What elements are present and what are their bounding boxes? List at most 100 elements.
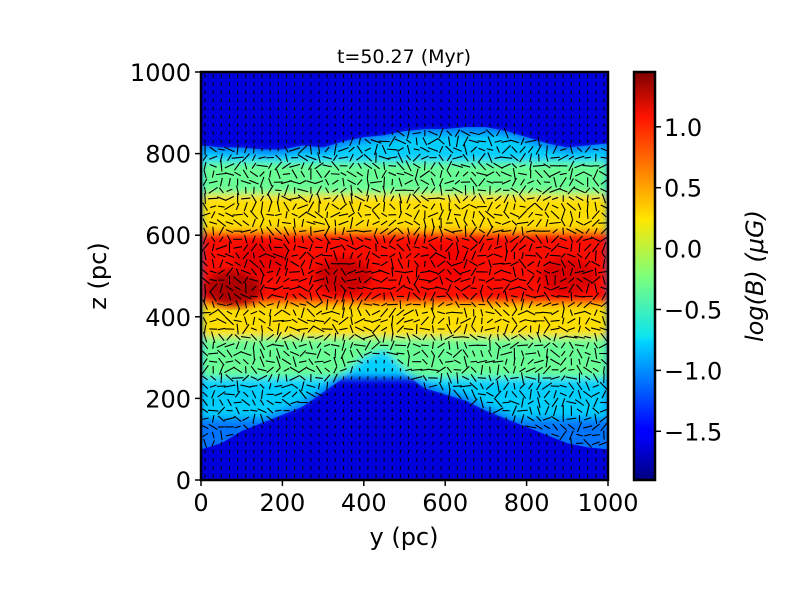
field-vector [276,323,280,335]
field-vector [298,277,308,283]
field-vector [301,82,304,86]
field-vector [454,179,461,185]
field-vector [492,229,504,233]
field-vector [453,359,461,364]
field-vector [559,357,567,366]
field-vector [537,260,541,268]
field-vector [301,139,304,144]
field-vector [232,213,243,216]
field-vector [518,172,527,176]
field-vector [216,303,226,307]
field-vector [211,301,215,309]
field-vector [592,148,599,151]
field-vector [298,343,307,347]
field-vector [208,186,218,194]
field-vector [495,301,502,308]
field-vector [478,234,485,244]
field-vector [354,195,365,202]
field-vector [520,137,525,146]
field-vector [297,194,308,203]
field-vector [290,400,299,405]
field-vector [488,244,492,251]
field-vector [517,344,528,347]
field-vector [439,184,443,196]
field-vector [511,335,518,340]
field-hotspot [417,245,474,282]
field-vector [332,188,339,193]
field-vector [432,441,434,445]
field-vector [576,147,583,153]
field-vector [526,275,535,286]
field-vector [501,179,511,185]
field-vector [517,286,528,291]
field-vector [285,107,288,111]
field-vector [552,423,558,431]
field-vector [424,417,426,421]
field-vector [201,417,209,421]
field-vector [340,244,346,251]
field-vector [272,253,284,258]
field-vector [324,343,331,347]
field-vector [536,276,541,284]
field-vector [210,331,216,344]
field-vector [427,138,439,145]
field-vector [283,287,290,290]
field-vector [545,274,549,286]
field-vector [260,389,264,400]
field-vector [481,433,483,437]
field-vector [316,185,322,196]
field-vector [454,203,461,210]
field-vector [233,401,242,404]
field-vector [202,432,209,438]
field-vector [334,293,337,300]
field-vector [330,310,341,315]
field-vector [427,368,439,372]
field-vector [356,299,363,310]
field-vector [561,268,565,276]
field-vector [584,146,591,153]
field-vector [218,333,225,341]
field-vector [218,293,224,300]
field-vector [275,154,282,161]
y-tick-label: 1000 [130,59,191,87]
field-vector [439,170,443,178]
field-vector [399,376,402,380]
field-vector [584,156,591,159]
field-vector [398,177,403,187]
field-vector [244,466,247,470]
field-vector [388,135,396,147]
field-vector [350,184,353,196]
field-vector [383,474,385,478]
field-vector [546,474,548,478]
field-vector [551,235,560,244]
field-vector [242,424,249,430]
field-vector [224,172,235,176]
field-vector [349,233,354,246]
field-vector [584,187,591,194]
field-vector [478,152,486,163]
field-vector [501,220,511,226]
field-vector [211,440,215,447]
field-vector [428,384,438,388]
field-vector [551,303,559,306]
field-vector [356,171,364,177]
field-vector [318,107,320,111]
field-vector [578,325,581,333]
field-vector [268,162,273,169]
colorbar-tick-label: −1.0 [664,357,722,385]
field-vector [324,351,331,356]
field-vector [324,217,331,228]
chart-title: t=50.27 (Myr) [337,46,471,68]
field-vector [314,335,324,340]
field-vector [340,267,347,276]
field-vector [541,311,553,314]
field-vector [456,115,459,119]
field-vector [413,209,420,220]
field-vector [290,279,299,282]
field-vector [486,285,493,291]
field-vector [527,219,535,227]
field-vector [594,107,597,111]
field-vector [298,251,307,260]
field-vector [582,390,593,398]
field-vector [570,123,573,127]
